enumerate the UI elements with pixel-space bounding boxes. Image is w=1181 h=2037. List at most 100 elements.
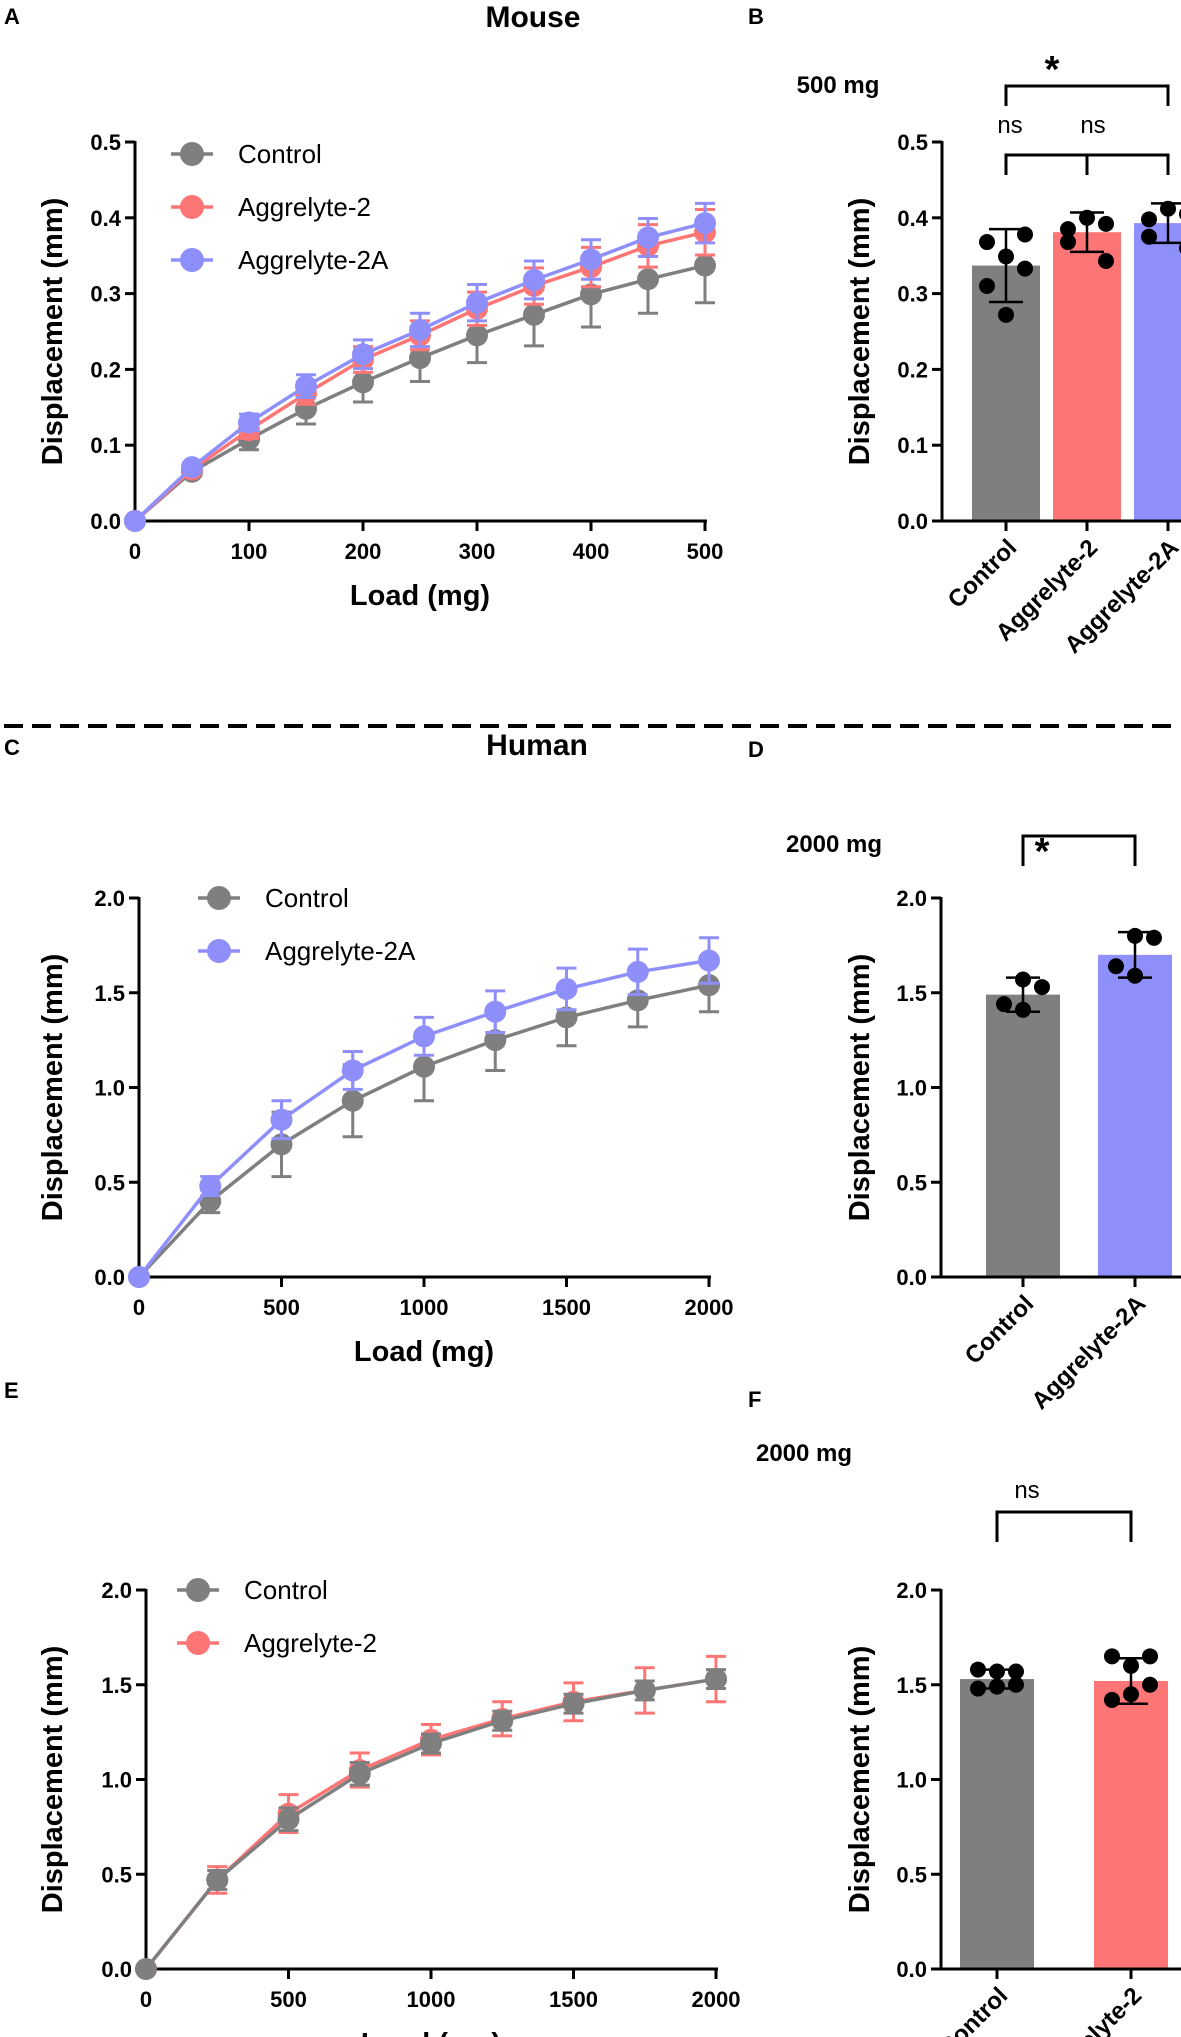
y-axis-label: Displacement (mm) [37,954,69,1222]
legend-marker [180,195,204,219]
data-point [295,375,317,398]
significance-label: ns [1014,1477,1039,1504]
data-point [580,283,602,306]
x-tick-label: 200 [345,539,382,564]
y-axis-label: Displacement (mm) [37,1646,69,1914]
y-tick-label: 0.5 [94,1170,125,1195]
bar-aggrelyte-2 [1053,232,1121,521]
data-point [270,1108,293,1131]
y-tick-label: 2.0 [101,1578,132,1603]
y-tick-label: 1.0 [94,1076,125,1101]
data-dot [998,306,1014,323]
data-dot [1123,1686,1139,1703]
x-tick-label: 0 [129,539,141,564]
y-tick-label: 0.3 [90,282,121,307]
x-tick-label: 500 [263,1295,300,1320]
x-tick-label: 1500 [542,1295,591,1320]
chart-panel-a: 0.0 0.1 0.2 0.3 0.4 0.5 0 100 200 300 400 500 Load (… [37,130,723,612]
data-point [580,248,602,271]
data-dot [1079,209,1095,226]
significance-label: ns [1080,112,1105,139]
data-point [128,1266,150,1288]
data-dot [970,1680,986,1697]
x-tick-label: 2000 [692,1987,741,2012]
data-point [523,303,545,326]
x-axis-label: Load (mg) [350,580,490,612]
series-line [137,958,710,1279]
x-tick-label: 1500 [549,1987,598,2012]
series-line [144,1677,717,1971]
data-point [484,1000,507,1023]
legend-label: Aggrelyte-2A [238,245,389,275]
chart-panel-e: 0.0 0.5 1.0 1.5 2.0 0 500 1000 1500 2000 Load (mg)… [37,1575,740,2037]
data-dot [1017,260,1033,277]
data-dot [1015,971,1031,988]
data-dot [1146,929,1162,946]
y-tick-label: 0.5 [896,1170,927,1195]
data-dot [1141,211,1157,228]
y-tick-label: 0.0 [90,509,121,534]
data-dot [1160,200,1176,217]
x-tick-label: 1000 [407,1987,456,2012]
y-tick-label: 1.0 [896,1768,927,1793]
data-dot [970,1661,986,1678]
x-tick-label: 500 [687,539,724,564]
y-tick-label: 1.5 [896,981,927,1006]
series-control [135,1668,727,1980]
data-point [555,977,578,1000]
data-point [694,212,716,235]
data-point [352,371,374,394]
data-point [199,1175,222,1198]
legend-label: Aggrelyte-2 [238,192,371,222]
data-point [491,1709,514,1732]
y-tick-label: 0.0 [896,1265,927,1290]
significance-bracket [1004,153,1089,175]
y-axis-label: Displacement (mm) [37,198,69,466]
section-title-human: Human [486,729,588,762]
y-tick-label: 1.0 [896,1076,927,1101]
data-dot [1108,958,1124,975]
y-tick-label: 0.5 [896,1862,927,1887]
significance-label: * [1045,49,1060,91]
y-tick-label: 0.0 [897,509,928,534]
y-tick-label: 0.0 [94,1265,125,1290]
data-dot [989,1678,1005,1695]
data-point [135,1958,157,1980]
data-dot [1098,253,1114,270]
series-aggrelyte-2a [128,936,720,1288]
data-dot [1127,967,1143,984]
y-tick-label: 0.0 [896,1957,927,1982]
y-tick-label: 0.5 [897,130,928,155]
data-point [413,1025,435,1048]
significance-bracket [1021,834,1137,866]
data-dot [1008,1676,1024,1693]
data-point [637,226,659,249]
data-point [484,1029,507,1052]
bar-aggrelyte-2a [1098,954,1172,1277]
y-tick-label: 1.5 [896,1673,927,1698]
panel-letter-c: C [4,735,20,760]
x-tick-label: 1000 [400,1295,449,1320]
y-tick-label: 0.2 [90,357,121,382]
data-point [626,960,649,983]
data-point [348,1762,371,1785]
data-dot [1123,1657,1139,1674]
y-tick-label: 0.1 [90,433,121,458]
legend-label: Control [265,883,349,913]
data-dot [998,248,1014,265]
series-control [128,957,720,1288]
data-point [694,254,716,277]
panel-letter-a: A [4,4,20,29]
legend-label: Aggrelyte-2 [244,1628,377,1658]
x-tick-label: Aggrelyte-2A [1027,1290,1152,1415]
panel-letter-f: F [748,1387,761,1412]
data-point [562,1692,585,1715]
data-point [341,1089,364,1112]
bar-aggrelyte-2a [1134,223,1181,521]
legend-marker [207,886,231,910]
data-point [555,1006,578,1029]
data-point [466,324,488,347]
y-tick-label: 1.5 [94,981,125,1006]
y-tick-label: 2.0 [896,886,927,911]
